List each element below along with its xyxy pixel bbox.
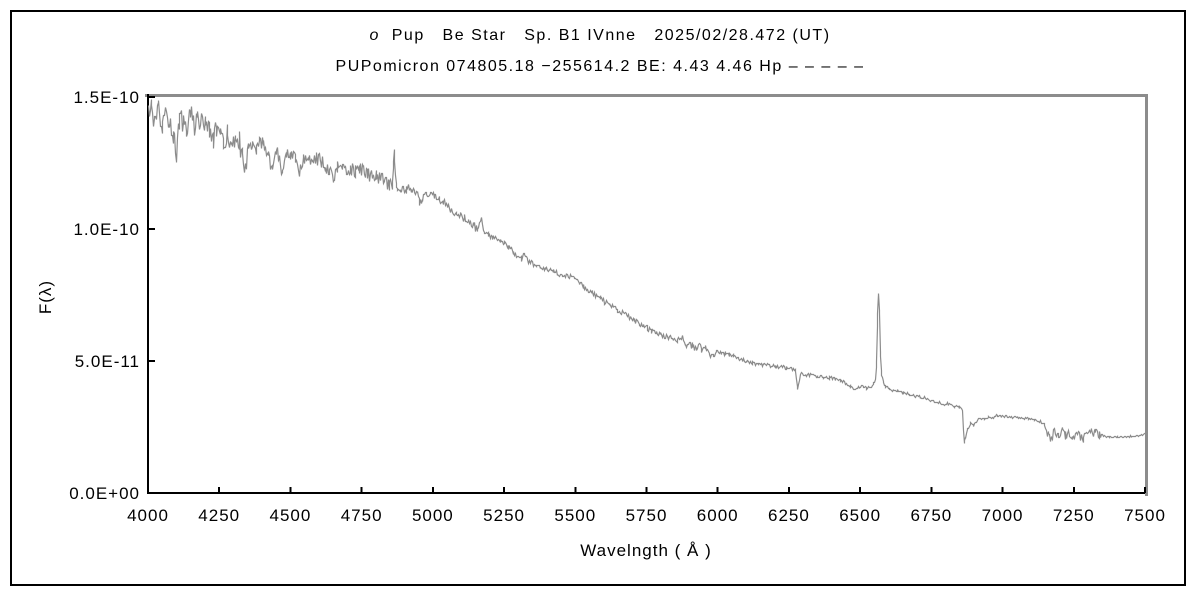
plot-frame-right-bevel	[1145, 94, 1148, 496]
y-tick-label: 0.0E+00	[69, 484, 140, 503]
x-tick-label: 4250	[198, 506, 240, 525]
x-tick-label: 6250	[768, 506, 810, 525]
plot-frame-top-bevel	[145, 94, 1148, 97]
x-axis-label: Wavelngth ( Å )	[580, 541, 712, 560]
spectrum-line	[147, 99, 1146, 444]
chart-title: o Pup Be Star Sp. B1 IVnne 2025/02/28.47…	[0, 27, 1200, 45]
x-tick-label: 5750	[626, 506, 668, 525]
star-greek-letter: o	[369, 27, 380, 44]
x-tick-label: 6000	[697, 506, 739, 525]
y-tick-label: 5.0E-11	[75, 352, 140, 371]
y-tick-label: 1.5E-10	[73, 88, 140, 107]
x-tick-label: 7500	[1124, 506, 1166, 525]
chart-title-text: Pup Be Star Sp. B1 IVnne 2025/02/28.472 …	[379, 27, 831, 44]
x-tick-label: 4000	[127, 506, 169, 525]
x-tick-label: 5250	[483, 506, 525, 525]
x-tick-label: 4750	[341, 506, 383, 525]
chart-subtitle: PUPomicron 074805.18 −255614.2 BE: 4.43 …	[335, 58, 865, 75]
x-tick-label: 5500	[554, 506, 596, 525]
x-tick-label: 5000	[412, 506, 454, 525]
x-tick-label: 7000	[982, 506, 1024, 525]
x-tick-label: 6500	[839, 506, 881, 525]
x-tick-label: 4500	[270, 506, 312, 525]
y-axis-label: F(λ)	[36, 279, 55, 315]
figure-border	[10, 10, 1186, 586]
x-tick-label: 7250	[1053, 506, 1095, 525]
y-tick-label: 1.0E-10	[73, 220, 140, 239]
x-tick-label: 6750	[910, 506, 952, 525]
